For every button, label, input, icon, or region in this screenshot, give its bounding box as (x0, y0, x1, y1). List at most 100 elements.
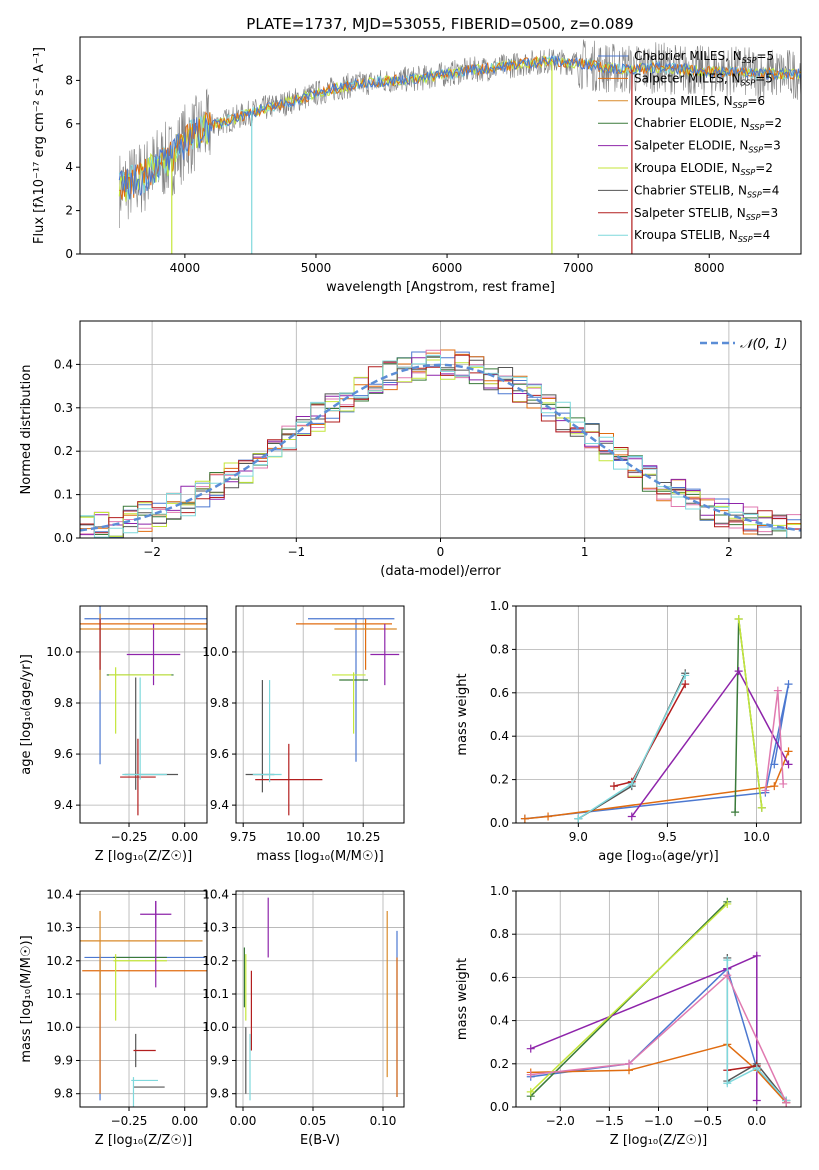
x-axis-label: Z [log₁₀(Z/Z☉)] (95, 1133, 192, 1148)
x-tick-label: 7000 (563, 261, 594, 275)
y-tick-label: 10.4 (46, 887, 73, 901)
mass-weight-point-marker (526, 1087, 535, 1096)
x-tick-label: −0.25 (111, 830, 148, 844)
x-tick-label: −0.5 (693, 1114, 722, 1128)
y-tick-label: 0.4 (490, 729, 509, 743)
mass-weight-point-marker (784, 680, 793, 689)
plot-area-spectrum (118, 39, 801, 254)
mass-weight-point-marker (526, 1044, 535, 1053)
mass-weight-series-line (764, 690, 784, 791)
axes-age_vs_mass (232, 606, 404, 827)
y-tick-label: 10.0 (46, 645, 73, 659)
x-tick-label: 0.10 (370, 1114, 397, 1128)
y-tick-label: 0.2 (54, 444, 73, 458)
plot-area-mass_weight_vs_Z (526, 897, 791, 1107)
plot-area-mass_weight_vs_age (520, 615, 793, 823)
plot-area-residuals (80, 349, 801, 538)
mass-weight-series-line (577, 672, 686, 820)
y-tick-label: 10.1 (202, 987, 229, 1001)
legend-label-text: Chabrier STELIB, N (634, 183, 747, 197)
y-tick-label: 9.9 (210, 1053, 229, 1067)
legend-label-suffix: =2 (755, 161, 773, 175)
y-tick-label: 0.0 (490, 816, 509, 830)
legend-label-subscript: SSP (746, 213, 761, 222)
y-tick-label: 10.0 (46, 1020, 73, 1034)
x-tick-label: 0.00 (171, 830, 198, 844)
x-tick-label: 10.00 (286, 830, 320, 844)
x-tick-label: 1 (581, 545, 589, 559)
mass-weight-point-marker (779, 779, 788, 788)
mass-weight-point-marker (520, 814, 529, 823)
x-tick-label: 6000 (432, 261, 463, 275)
y-tick-label: 10.0 (202, 1020, 229, 1034)
y-axis-label: Normed distribution (19, 365, 34, 495)
axes-mass_weight_vs_Z (512, 890, 801, 1111)
x-tick-label: 5000 (301, 261, 332, 275)
axes-frame (515, 605, 802, 824)
x-tick-label: 10.25 (346, 830, 380, 844)
legend-label-suffix: =3 (760, 206, 778, 220)
mass-weight-point-marker (752, 1064, 761, 1073)
y-tick-label: 0.3 (54, 401, 73, 415)
y-tick-label: 9.8 (210, 1087, 229, 1101)
mass-weight-point-marker (782, 1098, 791, 1107)
legend-label-suffix: =5 (755, 71, 773, 85)
y-tick-label: 9.8 (210, 696, 229, 710)
mass-weight-point-marker (734, 615, 743, 624)
legend-label-text: Salpeter MILES, N (634, 71, 741, 85)
y-tick-label: 8 (65, 73, 73, 87)
mass-weight-point-marker (681, 680, 690, 689)
legend-label-subscript: SSP (741, 78, 756, 87)
mass-weight-point-marker (625, 1059, 634, 1068)
plot-area-mass_vs_Z (80, 900, 207, 1107)
legend-label: Salpeter MILES, NSSP=5 (634, 71, 773, 87)
legend-label-suffix: =2 (764, 116, 782, 130)
y-tick-label: 9.8 (54, 696, 73, 710)
x-tick-label: −0.25 (111, 1114, 148, 1128)
y-tick-label: 0.8 (490, 642, 509, 656)
mass-weight-point-marker (681, 671, 690, 680)
mass-weight-point-marker (770, 760, 779, 769)
y-tick-label: 0.8 (490, 927, 509, 941)
y-axis-label: mass [log₁₀(M/M☉)] (19, 935, 34, 1062)
axes-age_vs_Z (76, 606, 207, 827)
legend-label: Chabrier MILES, NSSP=5 (634, 49, 774, 65)
y-tick-label: 1.0 (490, 884, 509, 898)
legend-label: Salpeter STELIB, NSSP=3 (634, 206, 778, 222)
legend-label-text: Kroupa ELODIE, N (634, 161, 741, 175)
legend-label-suffix: =5 (756, 49, 774, 63)
axes-frame (79, 605, 208, 824)
x-axis-label: E(B-V) (300, 1133, 340, 1148)
legend-label-subscript: SSP (748, 146, 763, 155)
y-tick-label: 10.3 (202, 921, 229, 935)
legend-label-text: Chabrier MILES, N (634, 49, 742, 63)
legend-label-suffix: =4 (762, 183, 780, 197)
spectrum-model-line (118, 54, 801, 200)
legend-label: Chabrier ELODIE, NSSP=2 (634, 116, 782, 132)
y-tick-label: 6 (65, 117, 73, 131)
mass-weight-point-marker (761, 786, 770, 795)
x-axis-label: wavelength [Angstrom, rest frame] (326, 280, 555, 295)
legend-label-subscript: SSP (742, 56, 757, 65)
legend-label-suffix: =6 (747, 94, 765, 108)
y-tick-label: 10.0 (202, 645, 229, 659)
mass-weight-series-line (737, 618, 763, 808)
mass-weight-series-line (734, 618, 763, 813)
mass-weight-series-line (726, 960, 787, 1102)
mass-weight-series-line (577, 675, 686, 820)
mass-weight-point-marker (752, 951, 761, 960)
y-tick-label: 0.2 (490, 773, 509, 787)
mass-weight-point-marker (723, 956, 732, 965)
x-tick-label: 0.0 (747, 1114, 766, 1128)
x-tick-label: −1.5 (595, 1114, 624, 1128)
legend-label: Salpeter ELODIE, NSSP=3 (634, 139, 781, 155)
y-axis-label: Flux [fλ10⁻¹⁷ erg cm⁻² s⁻¹ A⁻¹] (32, 47, 47, 244)
x-tick-label: 2 (725, 545, 733, 559)
y-tick-label: 9.9 (54, 1053, 73, 1067)
y-tick-label: 10.2 (46, 954, 73, 968)
y-tick-label: 0.0 (490, 1100, 509, 1114)
mass-weight-point-marker (757, 803, 766, 812)
y-tick-label: 9.4 (210, 798, 229, 812)
x-tick-label: 9.75 (230, 830, 257, 844)
y-tick-label: 0.0 (54, 531, 73, 545)
